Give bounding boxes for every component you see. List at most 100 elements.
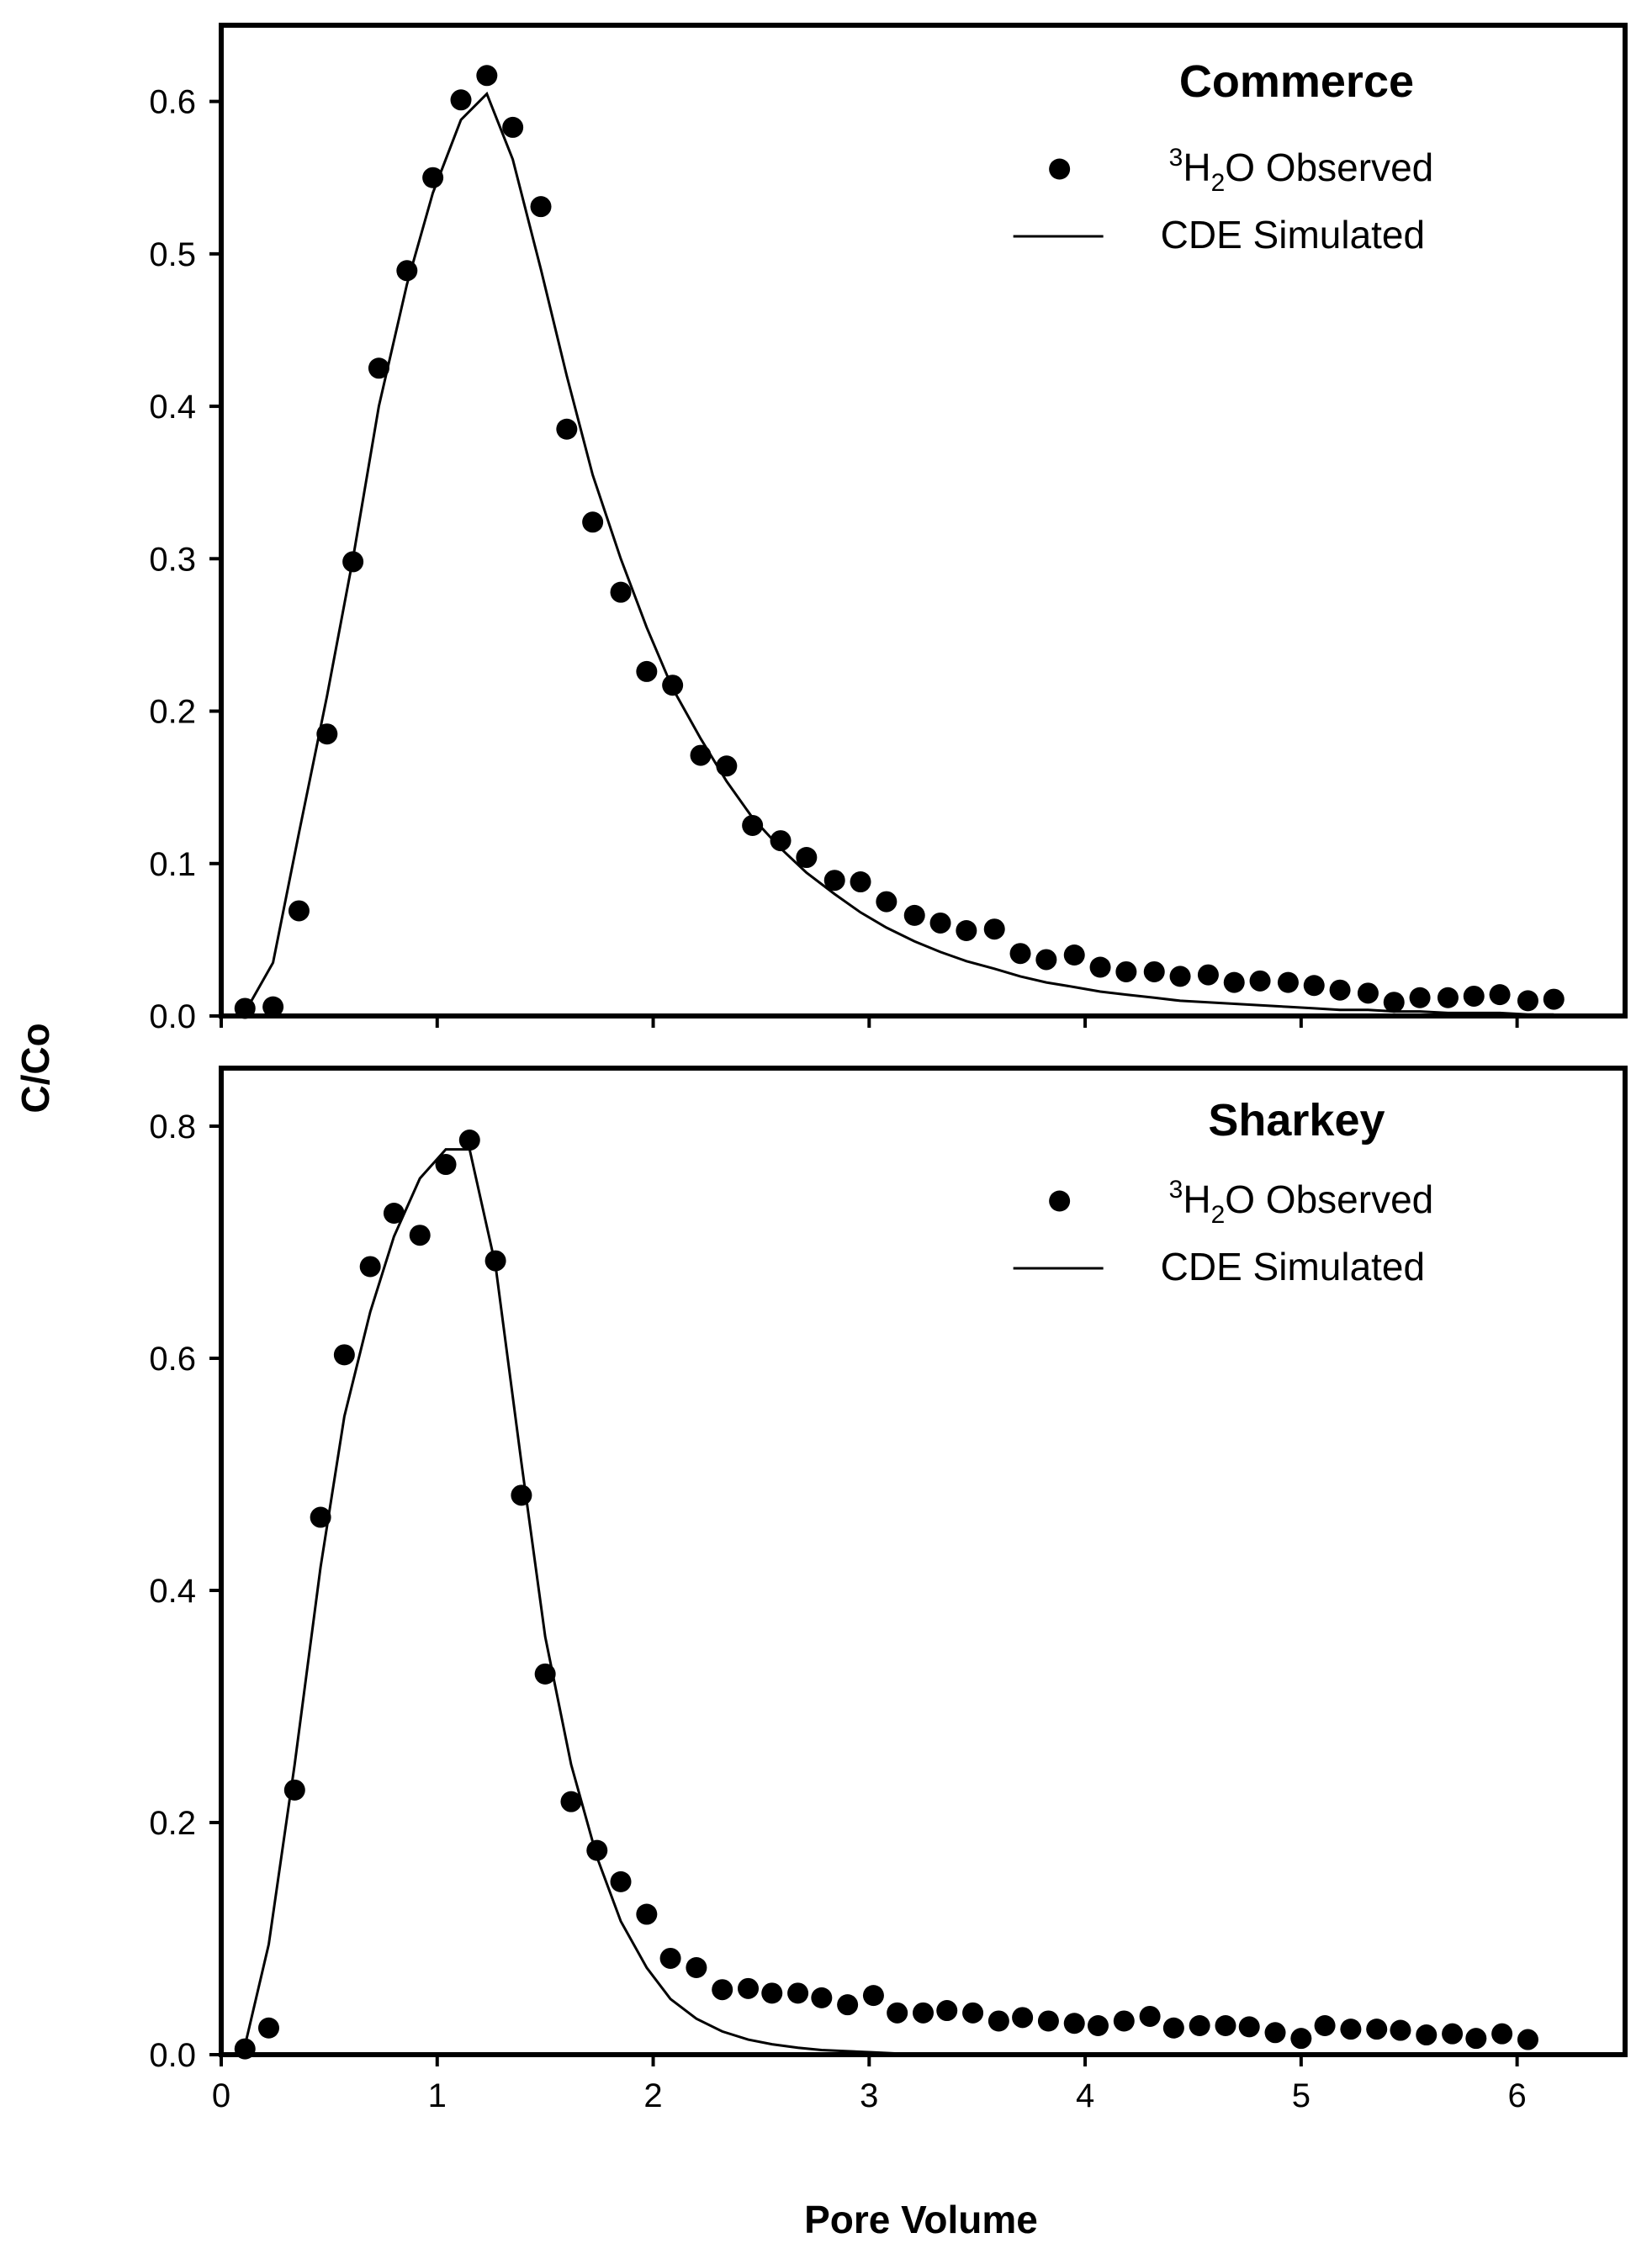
observed-point (359, 1256, 381, 1278)
observed-point (862, 1985, 884, 2007)
observed-point (1340, 2019, 1362, 2040)
y-tick-label: 0.6 (149, 1341, 196, 1378)
observed-point (530, 196, 552, 218)
observed-point (1113, 2010, 1135, 2032)
observed-point (1087, 2015, 1109, 2036)
observed-point (1197, 964, 1219, 986)
legend-simulated-label: CDE Simulated (1161, 1245, 1425, 1288)
legend-observed-label: 3H2O Observed (1169, 1176, 1434, 1229)
observed-point (1383, 992, 1405, 1013)
y-tick-label: 0.0 (149, 998, 196, 1035)
observed-point (422, 167, 444, 188)
sharkey-panel: 0 1 2 3 4 5 6 0.0 0.2 0.4 0.6 0.8 Sharkey 3H2O Observ… (149, 1066, 1628, 2114)
cde-simulated-line (241, 1148, 1528, 2056)
observed-point (1277, 971, 1299, 993)
cde-simulated-line (241, 91, 1554, 1017)
observed-point (987, 2010, 1009, 2032)
y-tick-label: 0.2 (149, 694, 196, 731)
observed-point (716, 755, 738, 777)
legend-observed-marker (1049, 158, 1071, 180)
x-tick-label: 6 (1507, 2077, 1526, 2114)
observed-point (1416, 2024, 1438, 2046)
x-tick-label: 3 (860, 2077, 878, 2114)
observed-point (1238, 2016, 1260, 2038)
observed-point (458, 1130, 480, 1151)
observed-point (1264, 2022, 1286, 2044)
observed-point (1139, 2005, 1161, 2027)
y-tick-label: 0.4 (149, 389, 196, 426)
observed-point (257, 2017, 279, 2039)
y-tick-label: 0.3 (149, 541, 196, 578)
observed-point (409, 1225, 431, 1246)
observed-point (761, 1982, 783, 2004)
y-tick-label: 0.1 (149, 846, 196, 883)
observed-point (738, 1977, 760, 1999)
observed-point (1491, 2023, 1513, 2045)
x-tick-label: 0 (212, 2077, 230, 2114)
observed-point (435, 1154, 457, 1176)
observed-point (770, 830, 792, 852)
observed-point (502, 116, 524, 138)
observed-point (1366, 2019, 1388, 2040)
commerce-panel: 0.0 0.1 0.2 0.3 0.4 0.5 0.6 Commerce 3H2O Observ… (149, 23, 1628, 1035)
observed-point (1215, 2015, 1236, 2036)
observed-point (234, 997, 256, 1019)
observed-point (712, 1979, 733, 2001)
observed-point (560, 1791, 582, 1812)
observed-point (484, 1250, 506, 1272)
observed-point (1409, 987, 1431, 1008)
observed-point (887, 2002, 908, 2024)
panel-title: Commerce (1179, 56, 1414, 107)
y-axis-title: C/Co (13, 1023, 57, 1113)
observed-point (450, 89, 472, 111)
observed-point (534, 1663, 556, 1685)
observed-point (690, 744, 712, 766)
panel-title: Sharkey (1208, 1095, 1385, 1146)
observed-point (811, 1987, 833, 2008)
observed-point (342, 551, 364, 573)
observed-point (850, 871, 871, 893)
observed-point (556, 418, 578, 440)
observed-point (876, 891, 897, 913)
observed-point (1249, 970, 1271, 992)
observed-point (1329, 979, 1351, 1001)
observed-point (1089, 956, 1111, 978)
y-tick-label: 0.5 (149, 236, 196, 273)
observed-point (1063, 944, 1085, 966)
observed-point (1169, 966, 1191, 987)
observed-point (1037, 2010, 1059, 2032)
observed-point (636, 660, 658, 682)
y-tick-label: 0.8 (149, 1108, 196, 1146)
y-tick-label: 0.2 (149, 1805, 196, 1842)
observed-point (636, 1903, 658, 1925)
legend-observed-marker (1049, 1190, 1071, 1212)
observed-point (956, 920, 977, 942)
observed-point (659, 1947, 681, 1969)
observed-point (582, 511, 604, 533)
observed-point (1465, 2028, 1487, 2050)
y-tick-label: 0.0 (149, 2037, 196, 2074)
y-tick-label: 0.6 (149, 84, 196, 121)
observed-point (913, 2002, 934, 2024)
observed-point (511, 1484, 532, 1506)
observed-point (837, 1994, 859, 2016)
observed-point (983, 918, 1005, 940)
observed-point (662, 675, 684, 696)
observed-point (586, 1839, 608, 1861)
x-tick-label: 1 (428, 2077, 447, 2114)
observed-point (1303, 975, 1325, 997)
observed-point (1063, 2013, 1085, 2034)
plot-frame (219, 23, 1628, 1019)
observed-point (1009, 943, 1031, 965)
observed-point (1517, 990, 1538, 1012)
observed-point (823, 870, 845, 892)
x-tick-label: 5 (1292, 2077, 1310, 2114)
observed-point (1489, 984, 1511, 1006)
observed-point (1442, 2023, 1464, 2045)
observed-point (929, 912, 951, 934)
observed-point (1162, 2017, 1184, 2039)
observed-point (310, 1506, 331, 1528)
observed-point (1543, 988, 1565, 1010)
observed-point (1437, 987, 1459, 1008)
observed-point (383, 1203, 405, 1224)
